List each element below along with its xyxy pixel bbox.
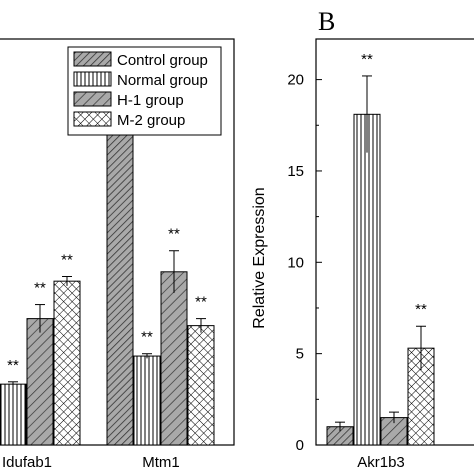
significance-mark: ** bbox=[195, 294, 207, 311]
legend-label-normal-group: Normal group bbox=[117, 72, 208, 89]
bar-m-2-group-ndufab1 bbox=[53, 280, 81, 446]
x-tick-label-mtm1: Mtm1 bbox=[142, 454, 180, 471]
legend-swatch-normal-group bbox=[73, 71, 112, 87]
significance-mark: ** bbox=[168, 226, 180, 243]
panel-b-x-tick-labels: Akr1b3 bbox=[357, 454, 405, 471]
panel-b: B 0 5 10 15 20 ** ** Akr1b3 Relative Expressi… bbox=[251, 7, 474, 471]
legend-label-h-1-group: H-1 group bbox=[117, 92, 184, 109]
significance-mark: ** bbox=[415, 301, 427, 318]
panel-b-frame bbox=[315, 38, 474, 446]
panel-b-y-axis-label: Relative Expression bbox=[251, 187, 268, 328]
panel-b-bars: ** ** bbox=[326, 51, 435, 446]
y-tick-label-5: 5 bbox=[296, 346, 304, 363]
legend: Control group Normal group H-1 group M-2 gr… bbox=[67, 46, 222, 136]
legend-swatch-h-1-group bbox=[73, 91, 112, 107]
significance-mark: ** bbox=[141, 329, 153, 346]
legend-swatch-m-2-group bbox=[73, 111, 112, 127]
y-tick-label-0: 0 bbox=[296, 437, 304, 454]
legend-swatch-control-group bbox=[73, 51, 112, 67]
significance-mark: ** bbox=[61, 251, 73, 268]
panel-b-letter: B bbox=[318, 7, 335, 36]
significance-mark: ** bbox=[34, 280, 46, 297]
x-tick-label-ndufab1: Idufab1 bbox=[2, 454, 52, 471]
legend-label-m-2-group: M-2 group bbox=[117, 112, 185, 129]
x-tick-label-akr1b3: Akr1b3 bbox=[357, 454, 405, 471]
panel-a-x-tick-labels: Idufab1 Mtm1 bbox=[2, 454, 180, 471]
bar-normal-group-mtm1 bbox=[133, 355, 161, 446]
legend-label-control-group: Control group bbox=[117, 52, 208, 69]
panel-b-y-axis: 0 5 10 15 20 bbox=[287, 72, 322, 454]
bar-h-1-group-ndufab1 bbox=[26, 318, 54, 446]
y-tick-label-10: 10 bbox=[287, 254, 304, 271]
y-tick-label-15: 15 bbox=[287, 163, 304, 180]
bar-m-2-group-mtm1 bbox=[187, 325, 215, 446]
panel-a: ** ** ** ** ** ** Idufab1 Mtm1 Control group No… bbox=[0, 38, 235, 471]
significance-mark: ** bbox=[361, 51, 373, 68]
bar-normal-group-akr1b3 bbox=[353, 113, 381, 446]
bar-normal-group-ndufab1 bbox=[0, 383, 27, 446]
bar-h-1-group-mtm1 bbox=[160, 271, 188, 446]
y-tick-label-20: 20 bbox=[287, 72, 304, 89]
significance-mark: ** bbox=[7, 357, 19, 374]
